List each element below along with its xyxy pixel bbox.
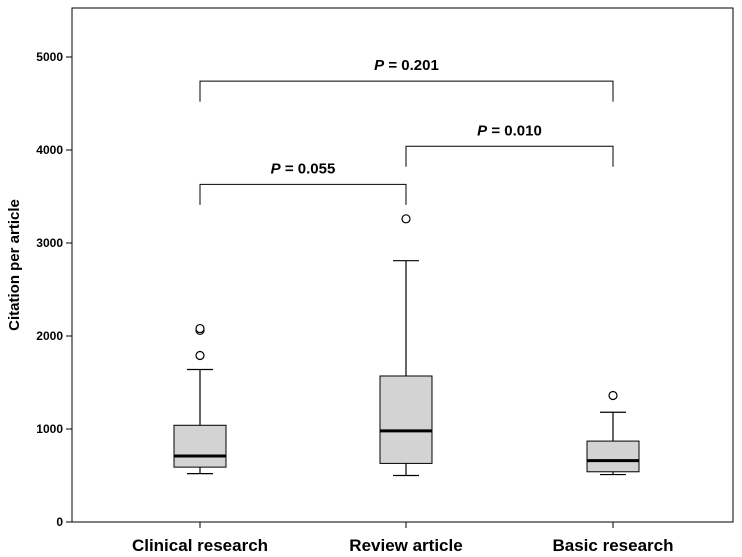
box-iqr	[379, 375, 433, 464]
x-category-label: Basic research	[553, 536, 674, 555]
p-value-text: = 0.010	[487, 122, 542, 139]
outlier-point	[195, 323, 205, 334]
p-symbol: P	[477, 122, 488, 139]
significance-bracket: P = 0.010	[405, 122, 614, 167]
outlier-point	[608, 390, 618, 401]
p-value-label: P = 0.201	[374, 57, 439, 74]
outlier-point	[401, 214, 411, 224]
p-value-label: P = 0.010	[477, 122, 542, 139]
bracket-line	[199, 183, 407, 205]
box-group	[173, 323, 227, 475]
y-axis-ticks: 0 1000 2000 3000 4000 5000	[36, 50, 72, 529]
y-tick-label: 0	[56, 515, 63, 529]
x-axis-labels: Clinical research Review article Basic res…	[132, 522, 674, 555]
box-group	[379, 214, 433, 477]
significance-bracket: P = 0.055	[199, 160, 407, 205]
p-value-label: P = 0.055	[271, 160, 336, 177]
y-tick-label: 5000	[36, 50, 63, 64]
boxes-layer	[173, 214, 640, 477]
outlier-point	[195, 350, 205, 361]
y-tick-label: 4000	[36, 143, 63, 157]
p-value-text: = 0.055	[281, 160, 336, 177]
p-value-text: = 0.201	[384, 57, 439, 74]
y-tick-label: 2000	[36, 329, 63, 343]
y-axis-title: Citation per article	[6, 199, 23, 331]
box-iqr	[173, 424, 227, 468]
y-tick-label: 3000	[36, 236, 63, 250]
x-category-label: Review article	[349, 536, 462, 555]
p-symbol: P	[374, 57, 385, 74]
box-group	[586, 390, 640, 476]
p-symbol: P	[271, 160, 282, 177]
bracket-line	[405, 145, 614, 167]
significance-bracket: P = 0.201	[199, 57, 614, 102]
x-category-label: Clinical research	[132, 536, 268, 555]
box-iqr	[586, 440, 640, 473]
bracket-line	[199, 80, 614, 102]
y-tick-label: 1000	[36, 422, 63, 436]
